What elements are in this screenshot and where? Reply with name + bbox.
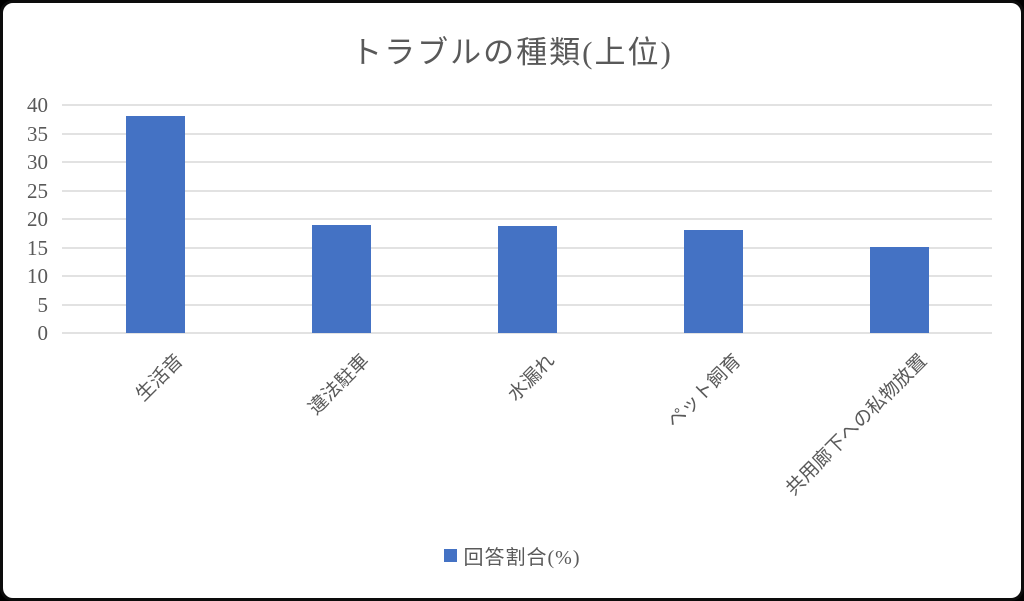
y-tick-label: 0 [37,321,49,345]
y-tick-label: 30 [27,150,48,174]
gridline [62,132,992,135]
bar [497,226,557,333]
legend-label: 回答割合(%) [463,547,581,569]
x-axis-label: 違法駐車 [304,350,374,420]
y-tick-label: 5 [37,292,49,317]
gridline [62,189,992,192]
legend-marker-icon [443,549,457,562]
gridline [62,104,992,106]
y-tick-label: 20 [27,207,48,231]
y-tick-label: 40 [27,93,48,117]
y-tick-label: 15 [27,235,48,260]
x-axis-label: ペット飼育 [663,350,746,433]
x-axis-label: 生活音 [132,350,188,406]
bar [683,229,743,333]
y-tick-label: 10 [27,264,48,288]
legend: 回答割合(%) [0,541,1024,570]
x-axis-label: 水漏れ [504,350,560,406]
gridline [62,332,992,334]
y-tick-label: 35 [27,121,48,146]
gridline [62,218,992,220]
gridline [62,161,992,163]
chart-title: トラブルの種類(上位) [351,35,673,70]
bar [125,116,185,333]
bar [311,224,371,333]
bar [869,246,929,333]
y-tick-label: 25 [27,178,48,203]
x-axis-label: 共用廊下への私物放置 [782,350,932,500]
